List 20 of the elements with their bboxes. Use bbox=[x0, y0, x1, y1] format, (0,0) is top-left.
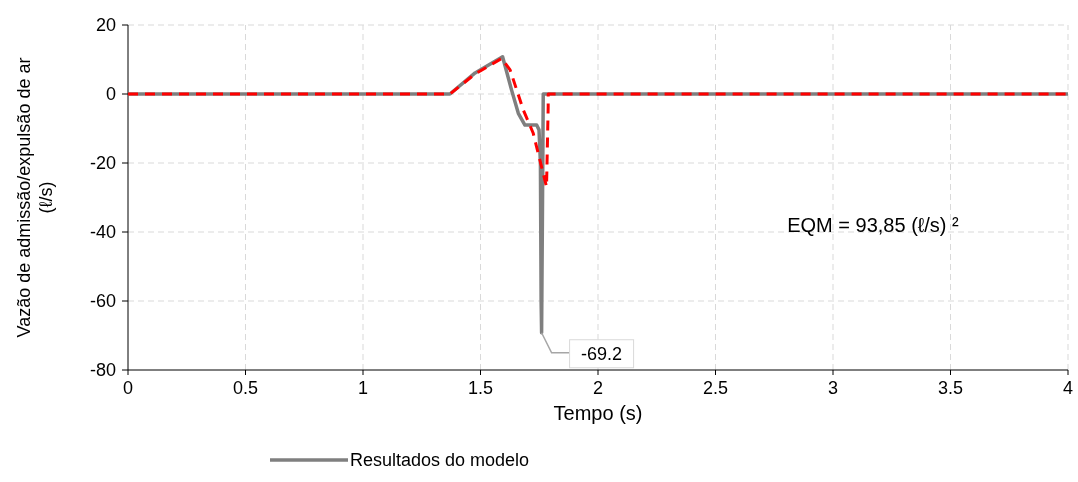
x-axis-title: Tempo (s) bbox=[553, 402, 643, 424]
x-tick-label: 1 bbox=[357, 378, 369, 398]
x-tick-label: 0 bbox=[122, 378, 134, 398]
y-axis-title: Vazão de admissão/expulsão de ar (ℓ/s) bbox=[14, 57, 56, 338]
x-tick-label: 1.5 bbox=[467, 378, 494, 398]
y-tick-label: -40 bbox=[89, 222, 116, 242]
x-tick-label: 2.5 bbox=[702, 378, 729, 398]
y-tick-label: -80 bbox=[89, 360, 116, 380]
x-tick-label: 3 bbox=[827, 378, 839, 398]
legend-label: Resultados do modelo bbox=[350, 450, 530, 470]
x-tick-label: 2 bbox=[592, 378, 604, 398]
y-tick-label: 20 bbox=[95, 15, 116, 35]
y-tick-label: 0 bbox=[105, 84, 116, 104]
x-tick-label: 0.5 bbox=[232, 378, 259, 398]
annotation: -69.2 bbox=[581, 343, 623, 364]
y-tick-label: -20 bbox=[89, 153, 116, 173]
annotation: EQM = 93,85 (ℓ/s) ² bbox=[787, 214, 960, 236]
x-tick-label: 4 bbox=[1062, 378, 1074, 398]
y-tick-label: -60 bbox=[89, 291, 116, 311]
x-tick-label: 3.5 bbox=[937, 378, 964, 398]
